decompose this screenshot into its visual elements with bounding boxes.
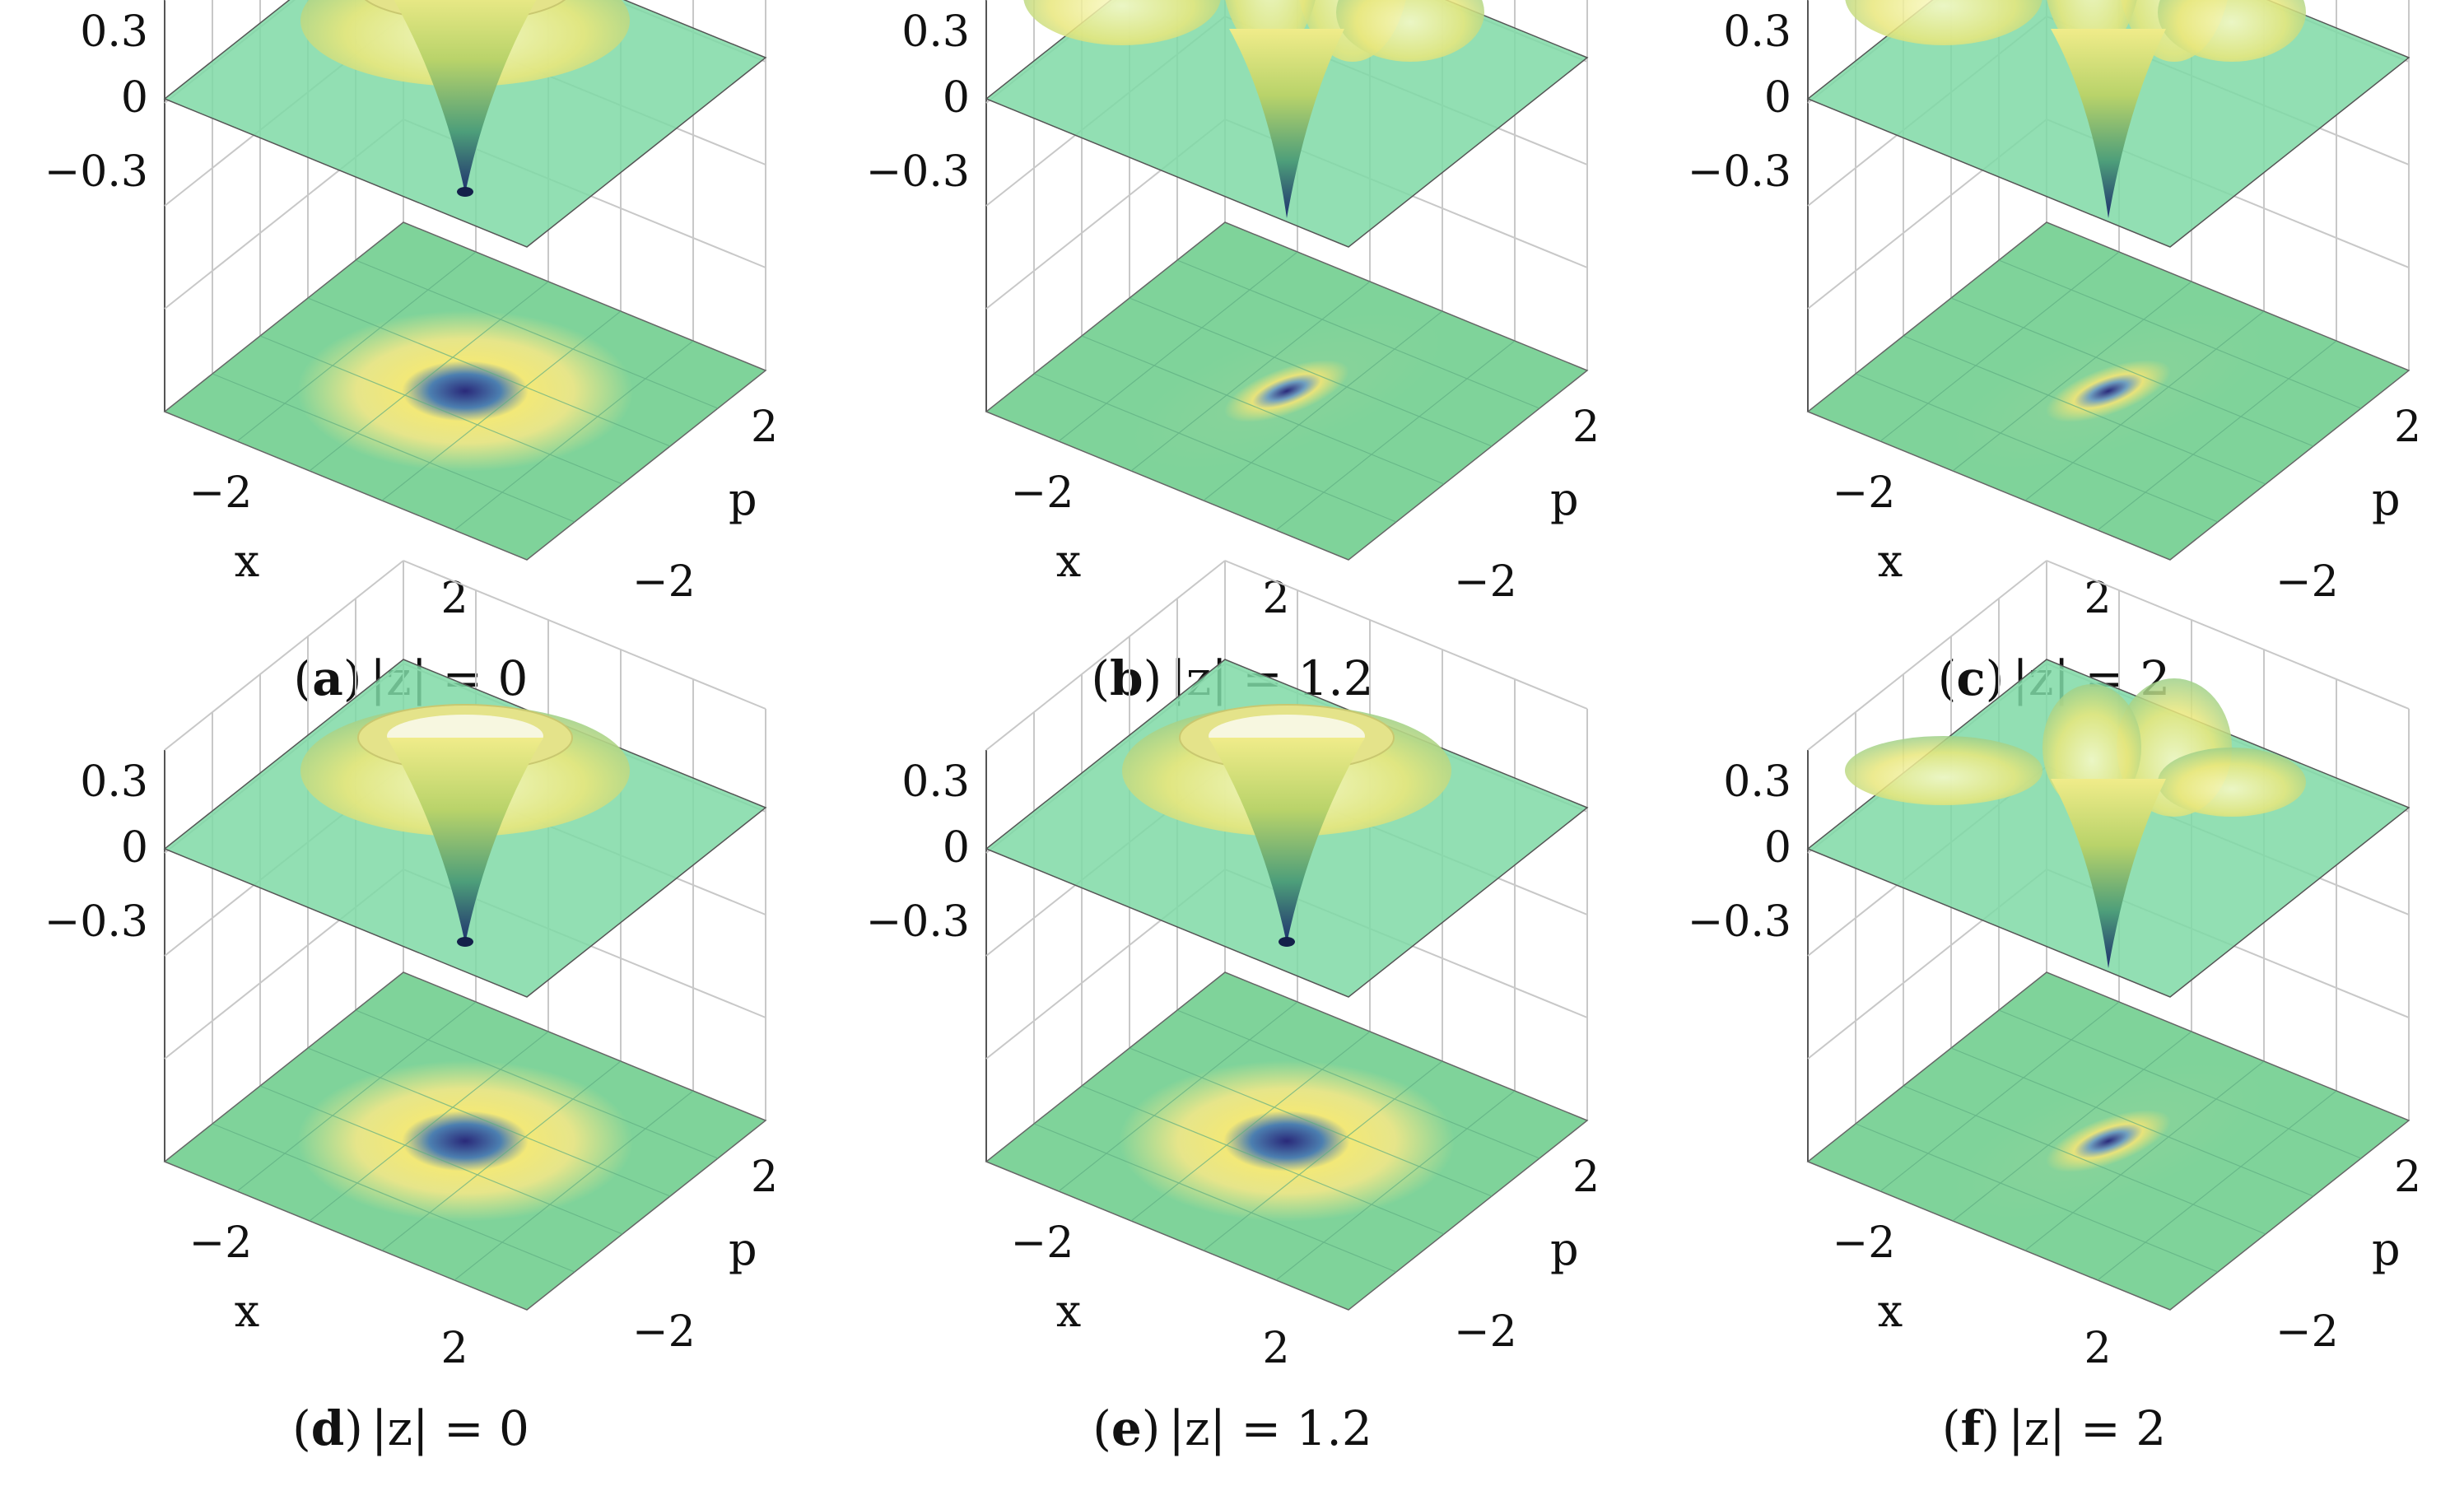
caption-letter: a [312,650,343,706]
z-tick-labels: 0.3 0 −0.3 [1688,7,1791,197]
p-axis-label: p [1550,473,1579,525]
x-axis-label: x [1056,1285,1081,1337]
density-spot [268,1046,663,1236]
p-axis-label: p [729,473,757,525]
caption-condition: |z| = 1.2 [1168,1400,1372,1456]
x-axis-label: x [1878,1285,1903,1337]
surface-features [300,704,630,947]
p-tick-1: −2 [632,1307,696,1357]
surface-features [300,0,630,197]
x-axis-label: x [1056,535,1081,587]
caption-f: (f) |z| = 2 [1941,1400,2167,1456]
x-tick-0: −2 [1011,468,1074,518]
z-tick-2: −0.3 [44,147,148,197]
caption-letter: f [1960,1400,1982,1456]
z-tick-0: 0.3 [80,757,148,807]
p-tick-1: −2 [632,557,696,607]
z-tick-labels: 0.3 0 −0.3 [44,757,148,947]
z-tick-2: −0.3 [1688,147,1791,197]
density-spot [268,296,663,486]
z-tick-0: 0.3 [1723,757,1791,807]
x-tick-0: −2 [1833,468,1896,518]
z-tick-labels: 0.3 0 −0.3 [1688,757,1791,947]
x-tick-1: 2 [440,1324,468,1373]
panel-f: 0.3 0 −0.3 −2 2 x 2 −2 p (f) |z| = 2 [1643,560,2464,1500]
x-axis-label: x [1878,535,1903,587]
p-tick-0: 2 [751,1153,778,1202]
caption-e: (e) |z| = 1.2 [1092,1400,1372,1456]
wigner-plot-d: 0.3 0 −0.3 −2 2 x 2 −2 p [44,560,778,1373]
z-tick-0: 0.3 [1723,7,1791,57]
p-tick-1: −2 [1454,1307,1517,1357]
p-axis-label: p [1550,1223,1579,1275]
z-tick-1: 0 [121,823,148,873]
p-tick-0: 2 [751,403,778,452]
x-tick-0: −2 [189,1218,253,1268]
caption-d: (d) |z| = 0 [292,1400,529,1456]
x-tick-1: 2 [1262,1324,1289,1373]
density-spot [1089,1046,1484,1236]
density-spot [1130,313,1443,469]
panel-d: 0.3 0 −0.3 −2 2 x 2 −2 p (d) |z| = 0 [0,560,822,1500]
z-tick-1: 0 [943,73,970,123]
p-tick-1: −2 [2275,1307,2339,1357]
z-tick-2: −0.3 [44,897,148,947]
z-tick-labels: 0.3 0 −0.3 [44,7,148,197]
p-tick-0: 2 [1572,1153,1600,1202]
x-tick-0: −2 [1833,1218,1896,1268]
density-spot [1952,1063,2265,1219]
caption-letter: c [1956,650,1986,706]
p-tick-1: −2 [2275,557,2339,607]
p-tick-0: 2 [2394,403,2421,452]
surface-features [1845,678,2306,968]
z-tick-2: −0.3 [866,897,970,947]
z-tick-0: 0.3 [901,757,970,807]
caption-letter: d [310,1400,345,1456]
p-tick-0: 2 [1572,403,1600,452]
surface-features [1122,704,1451,947]
x-axis-label: x [235,535,259,587]
z-tick-1: 0 [943,823,970,873]
p-tick-1: −2 [1454,557,1517,607]
x-tick-1: 2 [2084,1324,2111,1373]
x-axis-label: x [235,1285,259,1337]
z-tick-2: −0.3 [866,147,970,197]
z-tick-labels: 0.3 0 −0.3 [866,7,970,197]
x-tick-0: −2 [189,468,253,518]
p-axis-label: p [2372,1223,2401,1275]
p-tick-0: 2 [2394,1153,2421,1202]
z-tick-1: 0 [121,73,148,123]
z-tick-2: −0.3 [1688,897,1791,947]
caption-condition: |z| = 0 [370,1400,529,1456]
p-axis-label: p [729,1223,757,1275]
caption-condition: |z| = 2 [2008,1400,2167,1456]
p-axis-label: p [2372,473,2401,525]
z-tick-0: 0.3 [901,7,970,57]
z-tick-0: 0.3 [80,7,148,57]
x-tick-0: −2 [1011,1218,1074,1268]
caption-letter: e [1111,1400,1142,1456]
z-tick-1: 0 [1764,73,1791,123]
surface-features [1023,0,1484,218]
density-spot [1952,313,2265,469]
wigner-plot-f: 0.3 0 −0.3 −2 2 x 2 −2 p [1688,560,2421,1373]
surface-features [1845,0,2306,218]
z-tick-labels: 0.3 0 −0.3 [866,757,970,947]
caption-letter: b [1110,650,1144,706]
panel-e: 0.3 0 −0.3 −2 2 x 2 −2 p (e) |z| = 1.2 [822,560,1643,1500]
z-tick-1: 0 [1764,823,1791,873]
wigner-plot-e: 0.3 0 −0.3 −2 2 x 2 −2 p [866,560,1600,1373]
